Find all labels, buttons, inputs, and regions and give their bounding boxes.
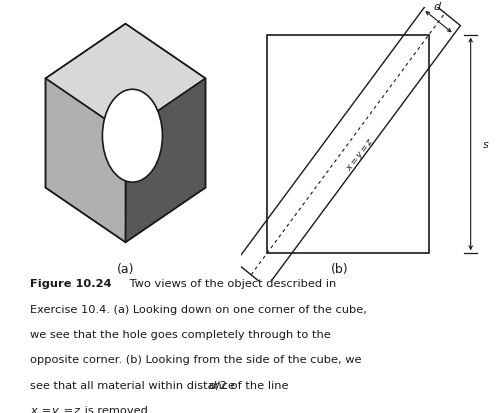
Text: Two views of the object described in: Two views of the object described in [126, 278, 336, 289]
Text: d: d [208, 380, 215, 390]
Text: is removed.: is removed. [81, 405, 151, 413]
Text: we see that the hole goes completely through to the: we see that the hole goes completely thr… [30, 329, 330, 339]
Text: Exercise 10.4. (a) Looking down on one corner of the cube,: Exercise 10.4. (a) Looking down on one c… [30, 304, 366, 314]
Text: Figure 10.24: Figure 10.24 [30, 278, 111, 289]
Polygon shape [46, 25, 205, 134]
Polygon shape [46, 79, 125, 243]
Text: =: = [60, 405, 76, 413]
Text: s: s [481, 140, 487, 150]
Text: =: = [38, 405, 55, 413]
Text: (a): (a) [117, 262, 134, 275]
Text: x: x [30, 405, 37, 413]
Text: $x = y = z$: $x = y = z$ [343, 135, 376, 173]
Bar [267, 36, 428, 254]
Ellipse shape [102, 90, 162, 183]
Text: y: y [52, 405, 58, 413]
Text: see that all material within distance: see that all material within distance [30, 380, 238, 390]
Text: d: d [432, 2, 440, 12]
Polygon shape [125, 79, 205, 243]
Text: /2 of the line: /2 of the line [215, 380, 288, 390]
Text: opposite corner. (b) Looking from the side of the cube, we: opposite corner. (b) Looking from the si… [30, 354, 361, 364]
Text: (b): (b) [331, 262, 348, 275]
Text: z: z [73, 405, 79, 413]
